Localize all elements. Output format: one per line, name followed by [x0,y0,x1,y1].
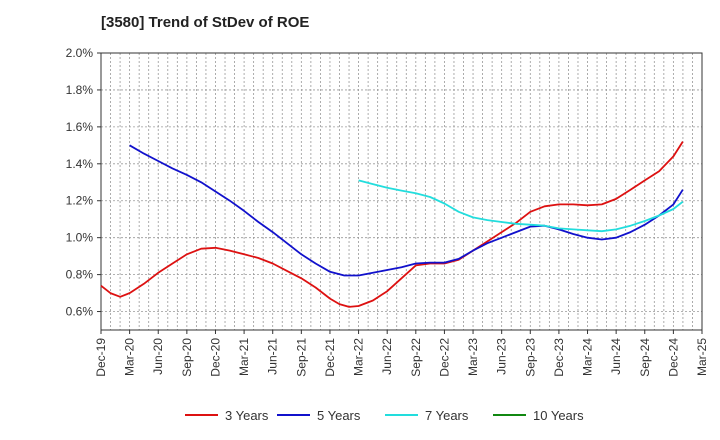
y-tick-label: 1.4% [66,157,94,171]
y-tick-label: 0.6% [66,305,94,319]
y-tick-label: 2.0% [66,46,94,60]
x-tick-label: Dec-24 [666,338,680,377]
x-tick-label: Mar-20 [123,338,137,376]
y-tick-label: 1.6% [66,120,94,134]
x-tick-label: Dec-22 [437,338,451,377]
legend-label: 7 Years [425,408,469,423]
y-axis: 0.6% 0.8% 1.0% 1.2% 1.4% 1.6% 1.8% 2.0% [66,46,101,319]
x-tick-label: Sep-23 [523,338,537,377]
x-tick-label: Sep-22 [409,338,423,377]
x-tick-label: Mar-25 [695,338,709,376]
x-tick-label: Mar-24 [581,338,595,376]
legend-label: 5 Years [317,408,361,423]
x-tick-label: Dec-19 [94,338,108,377]
legend-label: 10 Years [533,408,584,423]
y-tick-label: 1.0% [66,231,94,245]
y-tick-label: 1.8% [66,83,94,97]
x-tick-label: Mar-22 [352,338,366,376]
x-tick-label: Sep-24 [638,338,652,377]
chart-title: [3580] Trend of StDev of ROE [101,14,310,31]
x-tick-label: Jun-20 [151,338,165,375]
legend: 3 Years 5 Years 7 Years 10 Years [185,408,584,423]
y-tick-label: 1.2% [66,194,94,208]
plot-frame [100,52,703,331]
x-tick-label: Sep-20 [180,338,194,377]
series-line-3-years [100,141,684,308]
series-lines [100,141,684,308]
x-tick-label: Jun-24 [609,338,623,375]
x-tick-label: Dec-23 [552,338,566,377]
x-tick-label: Jun-21 [266,338,280,375]
y-tick-label: 0.8% [66,268,94,282]
x-tick-label: Jun-23 [495,338,509,375]
x-tick-label: Dec-21 [323,338,337,377]
x-tick-label: Jun-22 [380,338,394,375]
series-line-5-years [129,144,684,277]
series-line-7-years [358,179,684,233]
legend-label: 3 Years [225,408,269,423]
x-axis: Dec-19 Mar-20 Jun-20 Sep-20 Dec-20 Mar-21 Jun-… [94,330,709,377]
x-tick-label: Sep-21 [294,338,308,377]
x-tick-label: Mar-21 [237,338,251,376]
x-tick-label: Mar-23 [466,338,480,376]
x-tick-label: Dec-20 [208,338,222,377]
